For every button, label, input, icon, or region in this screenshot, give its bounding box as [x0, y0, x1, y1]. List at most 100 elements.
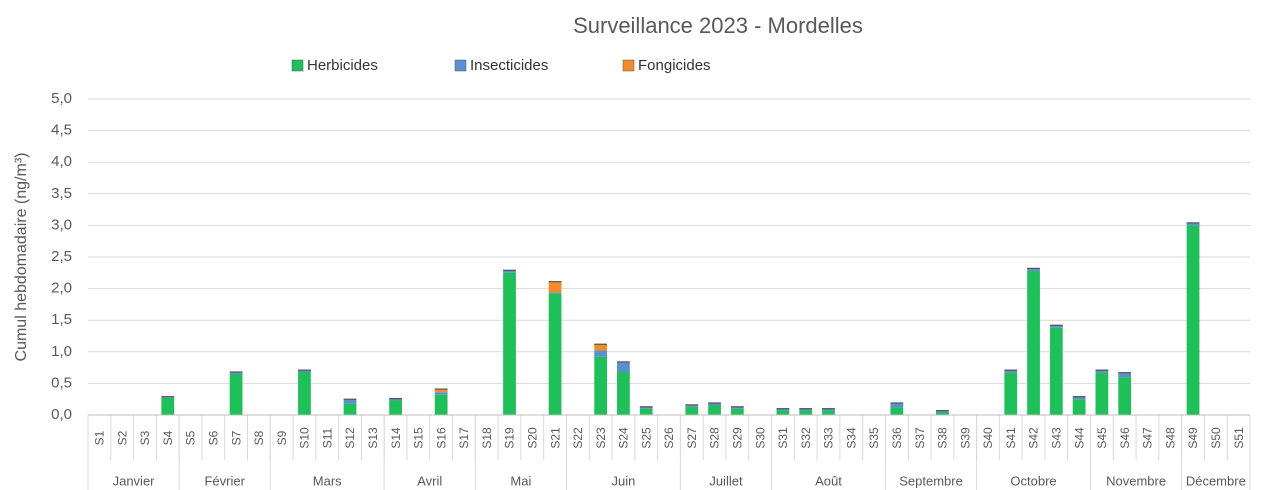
bar-segment — [936, 412, 949, 415]
x-tick-label: S43 — [1050, 427, 1064, 449]
x-tick-label: S5 — [184, 430, 198, 445]
x-tick-label: S33 — [822, 427, 836, 449]
bar-segment — [229, 373, 243, 415]
bar-segment — [617, 361, 630, 373]
x-tick-label: S36 — [890, 427, 904, 449]
y-tick-label: 4,5 — [51, 122, 72, 139]
bar-segment — [434, 392, 448, 395]
month-label: Juin — [612, 473, 636, 488]
legend-swatch — [622, 59, 635, 72]
x-tick-label: S39 — [958, 427, 972, 449]
x-tick-label: S18 — [480, 427, 494, 449]
month-label: Mars — [313, 473, 342, 488]
bar-segment — [799, 408, 813, 411]
month-label: Avril — [417, 473, 442, 488]
bar-segment — [1072, 399, 1086, 415]
month-label: Août — [815, 473, 842, 488]
month-label: Février — [204, 473, 245, 488]
y-tick-label: 0,5 — [51, 374, 72, 391]
bar-segment — [936, 410, 949, 413]
x-tick-label: S44 — [1072, 427, 1086, 449]
bar-segment — [1072, 396, 1086, 400]
y-axis-title: Cumul hebdomadaire (ng/m³) — [13, 153, 30, 362]
bar-segment — [548, 281, 562, 293]
x-tick-label: S6 — [206, 430, 220, 445]
x-tick-label: S34 — [844, 427, 858, 449]
bar-segment — [298, 370, 311, 373]
x-tick-label: S13 — [366, 427, 380, 449]
x-tick-label: S25 — [639, 427, 653, 449]
month-label: Janvier — [113, 473, 156, 488]
bar-segment — [776, 410, 790, 415]
bar-segment — [1186, 225, 1200, 415]
bar-segment — [594, 356, 608, 415]
x-tick-label: S1 — [93, 430, 107, 445]
bar-segment — [730, 408, 744, 415]
x-tick-label: S21 — [548, 427, 562, 449]
bar-segment — [617, 372, 630, 415]
x-tick-label: S49 — [1186, 427, 1200, 449]
x-tick-label: S12 — [343, 427, 357, 449]
bar-segment — [822, 410, 835, 415]
y-tick-label: 5,0 — [51, 90, 72, 107]
bar-segment — [776, 408, 790, 411]
x-tick-label: S19 — [503, 427, 517, 449]
bar-segment — [730, 406, 744, 409]
bar-segment — [1027, 268, 1040, 271]
x-tick-label: S27 — [685, 427, 699, 449]
x-tick-label: S28 — [708, 427, 722, 449]
chart-title: Surveillance 2023 - Mordelles — [573, 13, 863, 38]
bar-segment — [161, 397, 175, 415]
x-tick-label: S22 — [571, 427, 585, 449]
y-tick-label: 3,0 — [51, 216, 72, 233]
bar-segment — [389, 400, 402, 415]
y-tick-label: 1,5 — [51, 311, 72, 328]
bar-segment — [639, 406, 653, 409]
legend-label: Fongicides — [638, 57, 711, 74]
bar-segment — [890, 407, 904, 415]
bar-segment — [1118, 372, 1132, 378]
x-tick-label: S50 — [1209, 427, 1223, 449]
x-tick-label: S31 — [776, 427, 790, 449]
x-tick-label: S16 — [434, 427, 448, 449]
month-label: Juillet — [709, 473, 743, 488]
bar-segment — [548, 293, 562, 415]
x-tick-label: S30 — [753, 427, 767, 449]
x-tick-label: S2 — [115, 430, 129, 445]
bar-segment — [708, 405, 721, 415]
bar-segment — [298, 372, 311, 415]
bar-segment — [1004, 372, 1018, 415]
bar-segment — [434, 394, 448, 415]
month-label: Septembre — [899, 473, 963, 488]
x-tick-label: S20 — [525, 427, 539, 449]
bar-segment — [890, 402, 904, 408]
bar-segment — [1118, 377, 1132, 415]
bar-segment — [639, 408, 653, 415]
x-tick-label: S47 — [1141, 427, 1155, 449]
x-tick-label: S48 — [1163, 427, 1177, 449]
bar-segment — [1095, 370, 1109, 373]
x-tick-label: S40 — [981, 427, 995, 449]
bar-segment — [503, 270, 516, 273]
x-tick-label: S9 — [275, 430, 289, 445]
x-tick-label: S46 — [1118, 427, 1132, 449]
x-tick-label: S23 — [594, 427, 608, 449]
x-tick-label: S29 — [731, 427, 745, 449]
x-tick-label: S35 — [867, 427, 881, 449]
bar-segment — [161, 396, 175, 398]
x-tick-label: S3 — [138, 430, 152, 445]
x-tick-label: S41 — [1004, 427, 1018, 449]
bar-segment — [229, 372, 243, 374]
bar-segment — [434, 389, 448, 393]
bar-segment — [1027, 270, 1040, 415]
x-tick-label: S51 — [1232, 427, 1246, 449]
bar-segment — [685, 404, 699, 407]
legend-label: Insecticides — [470, 57, 548, 74]
x-tick-label: S8 — [252, 430, 266, 445]
legend-swatch — [454, 59, 467, 72]
bar-segment — [1049, 327, 1063, 415]
x-tick-label: S4 — [161, 430, 175, 445]
bar-segment — [799, 410, 813, 415]
y-tick-label: 2,5 — [51, 248, 72, 265]
